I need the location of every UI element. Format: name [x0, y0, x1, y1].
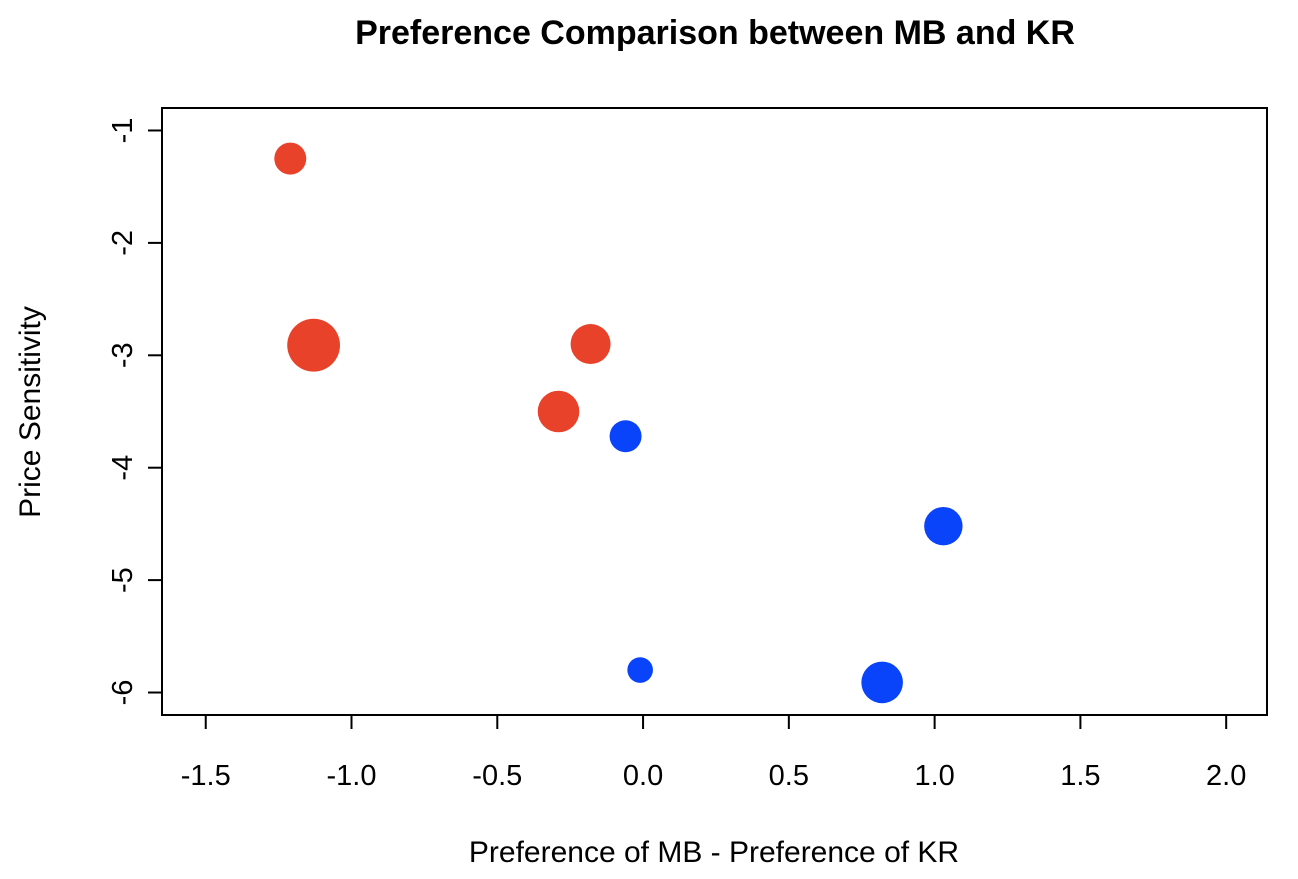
y-tick-label: -6 — [107, 680, 139, 706]
plot-frame — [161, 107, 1268, 716]
x-tick-label: 0.0 — [623, 760, 663, 792]
x-tick-label: -1.5 — [181, 760, 231, 792]
data-point-blue — [609, 420, 642, 453]
x-tick-label: -0.5 — [472, 760, 522, 792]
data-point-red — [274, 142, 307, 175]
y-axis: -1 -2 -3 -4 -5 -6 — [107, 118, 163, 706]
y-tick-label: -4 — [107, 455, 139, 481]
y-tick-label: -5 — [107, 567, 139, 593]
x-tick-label: 1.0 — [914, 760, 954, 792]
data-point-red — [537, 390, 580, 433]
y-axis-label: Price Sensitivity — [14, 306, 47, 518]
chart-title: Preference Comparison between MB and KR — [355, 14, 1075, 52]
x-tick-label: 0.5 — [769, 760, 809, 792]
y-tick-label: -1 — [107, 118, 139, 144]
x-axis-label: Preference of MB - Preference of KR — [469, 836, 959, 869]
x-tick-label: -1.0 — [327, 760, 377, 792]
x-tick-label: 1.5 — [1060, 760, 1100, 792]
data-point-blue — [627, 657, 653, 683]
x-tick-label: 2.0 — [1206, 760, 1246, 792]
data-point-red — [570, 324, 611, 365]
data-points — [274, 142, 963, 704]
data-point-blue — [861, 661, 903, 704]
y-tick-label: -2 — [107, 230, 139, 256]
data-point-red — [287, 318, 341, 372]
y-tick-label: -3 — [107, 342, 139, 368]
x-axis: -1.5 -1.0 -0.5 0.0 0.5 1.0 1.5 2.0 — [181, 714, 1246, 792]
data-point-blue — [924, 506, 963, 546]
